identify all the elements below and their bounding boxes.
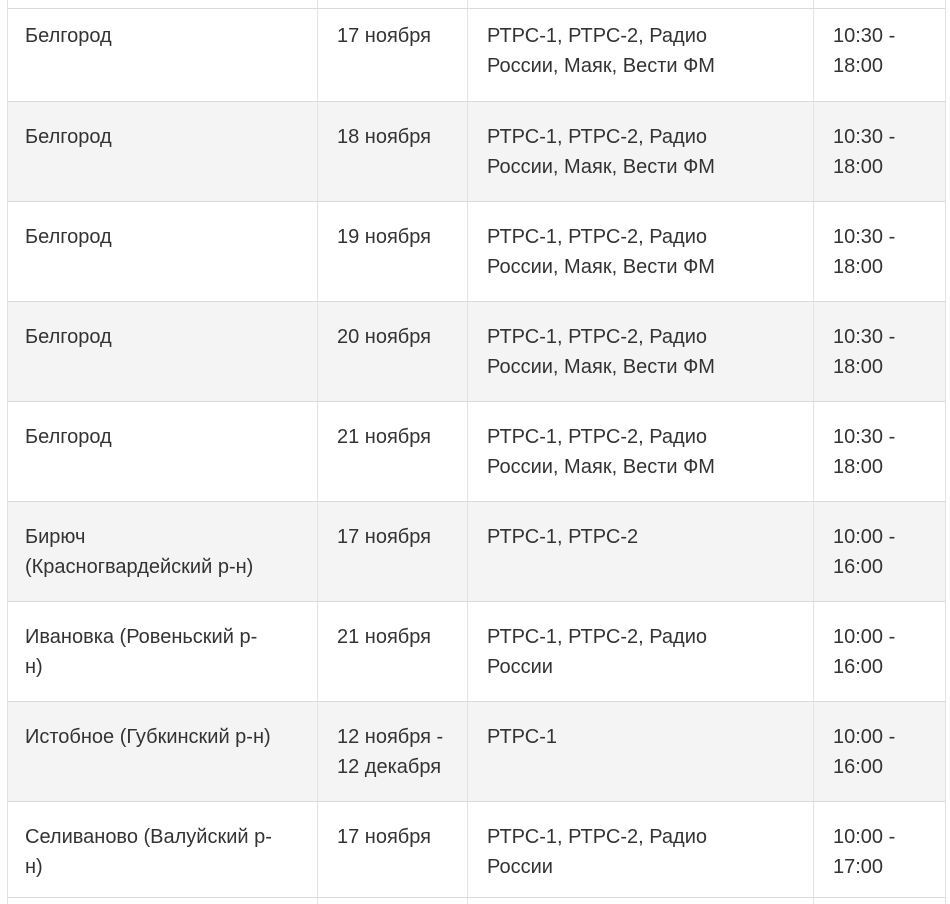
city-cell: Селиваново (Валуйский р- н) — [8, 802, 318, 897]
date-cell: 20 ноября — [318, 302, 468, 401]
table-row: Белгород 19 ноября РТРС-1, РТРС-2, Радио… — [8, 201, 945, 301]
table-row: Белгород 20 ноября РТРС-1, РТРС-2, Радио… — [8, 301, 945, 401]
table-row: Бирюч (Красногвардейский р-н) 17 ноября … — [8, 501, 945, 601]
time-cell: 10:30 - 18:00 — [833, 426, 896, 478]
time-cell: 10:30 - 18:00 — [833, 25, 896, 77]
time-cell — [814, 0, 945, 8]
date-cell — [318, 898, 468, 904]
channels-cell — [468, 898, 814, 904]
channels-cell: РТРС-1, РТРС-2, Радио России, Маяк, Вест… — [468, 302, 814, 401]
channels-cell — [468, 0, 814, 8]
time-cell: 10:30 - 18:00 — [833, 326, 896, 378]
time-cell: 10:00 - 17:00 — [833, 826, 896, 878]
channels-cell: РТРС-1, РТРС-2, Радио России, Маяк, Вест… — [468, 9, 814, 101]
table-row-partial-bottom — [8, 897, 945, 904]
channels-cell: РТРС-1, РТРС-2 — [468, 502, 814, 601]
table-row: Белгород 18 ноября РТРС-1, РТРС-2, Радио… — [8, 101, 945, 201]
table-row: Селиваново (Валуйский р- н) 17 ноября РТ… — [8, 801, 945, 897]
date-cell: 12 ноября - 12 декабря — [318, 702, 468, 801]
time-cell: 10:30 - 18:00 — [833, 226, 896, 278]
date-cell: 17 ноября — [318, 802, 468, 897]
channels-cell: РТРС-1, РТРС-2, Радио России — [468, 602, 814, 701]
table-row: Ивановка (Ровеньский р- н) 21 ноября РТР… — [8, 601, 945, 701]
channels-cell: РТРС-1, РТРС-2, Радио России, Маяк, Вест… — [468, 402, 814, 501]
city-cell — [8, 898, 318, 904]
city-cell: Ивановка (Ровеньский р- н) — [8, 602, 318, 701]
city-cell: Белгород — [8, 302, 318, 401]
table-row: Белгород 17 ноября РТРС-1, РТРС-2, Радио… — [8, 8, 945, 101]
city-cell — [8, 0, 318, 8]
city-cell: Истобное (Губкинский р-н) — [8, 702, 318, 801]
time-cell: 10:00 - 16:00 — [833, 626, 896, 678]
table-row: Белгород 21 ноября РТРС-1, РТРС-2, Радио… — [8, 401, 945, 501]
date-cell — [318, 0, 468, 8]
schedule-table: Белгород 17 ноября РТРС-1, РТРС-2, Радио… — [7, 0, 946, 904]
city-cell: Белгород — [8, 202, 318, 301]
time-cell: 10:00 - 16:00 — [833, 526, 896, 578]
channels-cell: РТРС-1, РТРС-2, Радио России, Маяк, Вест… — [468, 202, 814, 301]
date-cell: 19 ноября — [318, 202, 468, 301]
time-cell — [814, 898, 945, 904]
channels-cell: РТРС-1, РТРС-2, Радио России — [468, 802, 814, 897]
channels-cell: РТРС-1 — [468, 702, 814, 801]
city-cell: Белгород — [8, 102, 318, 201]
city-cell: Белгород — [8, 402, 318, 501]
table-row: Истобное (Губкинский р-н) 12 ноября - 12… — [8, 701, 945, 801]
date-cell: 17 ноября — [318, 9, 468, 101]
time-cell: 10:30 - 18:00 — [833, 126, 896, 178]
table-row-partial-top — [8, 0, 945, 8]
date-cell: 21 ноября — [318, 602, 468, 701]
channels-cell: РТРС-1, РТРС-2, Радио России, Маяк, Вест… — [468, 102, 814, 201]
date-cell: 17 ноября — [318, 502, 468, 601]
date-cell: 21 ноября — [318, 402, 468, 501]
time-cell: 10:00 - 16:00 — [833, 726, 896, 778]
city-cell: Бирюч (Красногвардейский р-н) — [8, 502, 318, 601]
date-cell: 18 ноября — [318, 102, 468, 201]
city-cell: Белгород — [8, 9, 318, 101]
